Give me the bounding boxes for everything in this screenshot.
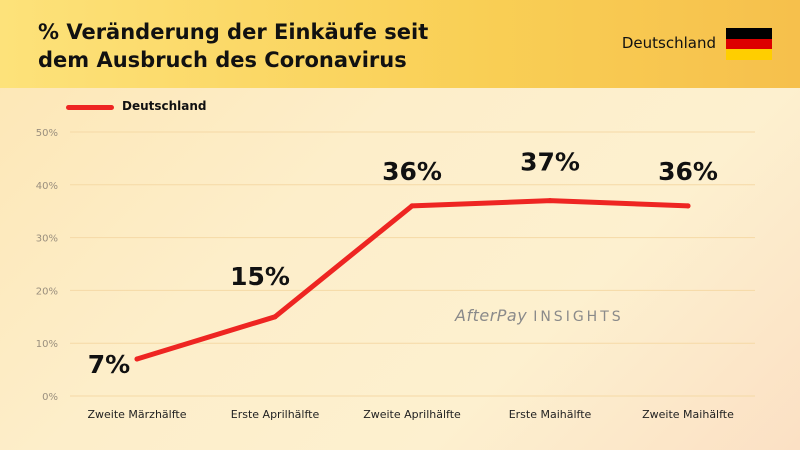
logo-sub: INSIGHTS — [533, 309, 624, 325]
y-tick-label: 40% — [36, 181, 58, 192]
x-tick-label: Zweite Märzhälfte — [88, 408, 187, 421]
data-point — [547, 198, 553, 204]
data-label: 15% — [230, 262, 290, 291]
logo-brand: AfterPay — [455, 306, 528, 325]
x-tick-label: Erste Maihälfte — [509, 408, 592, 421]
germany-flag-icon — [726, 28, 772, 60]
x-tick-label: Zweite Maihälfte — [642, 408, 734, 421]
chart-title-line-1: % Veränderung der Einkäufe seit — [38, 20, 429, 44]
flag-stripe-red — [726, 38, 772, 50]
data-label: 36% — [658, 157, 718, 186]
data-point — [134, 356, 140, 362]
country-label: Deutschland — [621, 34, 716, 52]
flag-stripe-black — [726, 28, 772, 39]
data-point — [685, 203, 691, 209]
data-label: 7% — [88, 350, 130, 379]
data-point — [409, 203, 415, 209]
y-tick-label: 30% — [36, 234, 58, 245]
data-label: 36% — [382, 157, 442, 186]
chart-title: % Veränderung der Einkäufe seit dem Ausb… — [38, 18, 478, 74]
afterpay-insights-logo: AfterPay INSIGHTS — [455, 306, 624, 325]
data-label: 37% — [520, 148, 580, 177]
y-tick-label: 20% — [36, 286, 58, 297]
y-tick-label: 50% — [36, 128, 58, 139]
header-banner: % Veränderung der Einkäufe seit dem Ausb… — [0, 0, 800, 88]
legend-label: Deutschland — [122, 99, 207, 113]
data-point — [272, 314, 278, 320]
legend-swatch — [66, 105, 114, 110]
y-tick-label: 10% — [36, 339, 58, 350]
x-tick-label: Zweite Aprilhälfte — [363, 408, 461, 421]
flag-stripe-gold — [726, 49, 772, 60]
chart-title-line-2: dem Ausbruch des Coronavirus — [38, 48, 407, 72]
series-line-deutschland — [134, 198, 691, 362]
x-tick-label: Erste Aprilhälfte — [231, 408, 320, 421]
y-tick-label: 0% — [42, 392, 58, 403]
